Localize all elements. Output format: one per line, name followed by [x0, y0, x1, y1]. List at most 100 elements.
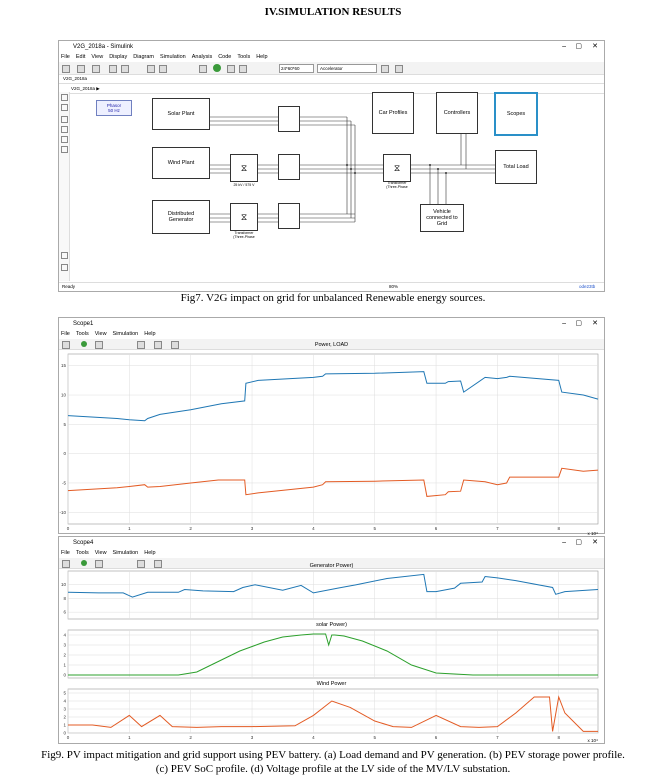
menu-help[interactable]: Help	[256, 54, 268, 60]
scope1-plot-ytick: 10	[61, 393, 67, 398]
powergui-block[interactable]: Phasor 50 Hz	[96, 100, 132, 116]
scope1-maximize-icon[interactable]: ▢	[575, 320, 582, 327]
step-forward-icon[interactable]	[227, 65, 235, 73]
run-icon[interactable]	[213, 64, 221, 72]
menu-code[interactable]: Code	[218, 54, 232, 60]
scope1-menu-file[interactable]: File	[61, 331, 70, 337]
transformer-wind-block[interactable]: ⧖	[230, 154, 258, 182]
scope4-wind-plot-ytick: 2	[63, 715, 66, 720]
stop-icon[interactable]	[239, 65, 247, 73]
scope1-settings-icon[interactable]	[62, 341, 70, 349]
status-zoom: 80%	[389, 284, 399, 289]
camera-icon[interactable]	[61, 252, 68, 259]
scope1-plot-title: Power, LOAD	[314, 342, 349, 348]
save-icon[interactable]	[92, 65, 100, 73]
scope4-wind-plot-xtick: 5	[373, 735, 376, 740]
arrow-icon[interactable]	[61, 116, 68, 123]
menu-file[interactable]: File	[61, 54, 70, 60]
breaker-solar-block[interactable]	[278, 106, 300, 132]
scope4-wind-plot-ytick: 1	[63, 723, 66, 728]
scope1-window-title: Scope1	[73, 321, 94, 327]
total-load-block[interactable]: Total Load	[495, 150, 537, 184]
scope4-menu-tools[interactable]: Tools	[75, 550, 89, 556]
scope1-plot-series-1	[67, 467, 599, 497]
hide-icon[interactable]	[61, 264, 68, 271]
section-heading: IV.SIMULATION RESULTS	[264, 6, 402, 18]
scope1-plot-ytick: -10	[59, 510, 66, 515]
distributed-generator-block[interactable]: Distributed Generator	[152, 200, 210, 234]
menu-edit[interactable]: Edit	[75, 54, 86, 60]
scope4-wind-plot-xtick: 3	[251, 735, 254, 740]
controllers-block[interactable]: Controllers	[436, 92, 478, 134]
scope1-autoscale-icon[interactable]	[154, 341, 162, 349]
scope4-zoom-icon[interactable]	[137, 560, 145, 568]
status-solver[interactable]: ode23tb	[579, 284, 596, 289]
scope4-menu-help[interactable]: Help	[144, 550, 156, 556]
sim-mode-select[interactable]: Accelerator	[317, 64, 377, 73]
minimize-icon[interactable]: –	[562, 43, 566, 50]
breadcrumb[interactable]: V2G_2018a	[71, 86, 96, 91]
close-icon[interactable]: ✕	[592, 43, 598, 50]
scope4-menu-simulation[interactable]: Simulation	[112, 550, 139, 556]
scope4-run-icon[interactable]	[81, 560, 87, 566]
zoom-in-icon[interactable]	[61, 94, 68, 101]
debug-icon[interactable]	[381, 65, 389, 73]
build-icon[interactable]	[395, 65, 403, 73]
car-profiles-label: Car Profiles	[378, 110, 408, 116]
powergui-mode-label: Phasor	[106, 103, 122, 108]
scope1-zoom-icon[interactable]	[137, 341, 145, 349]
transformer-lv-block[interactable]: ⧖	[383, 154, 411, 182]
new-model-icon[interactable]	[62, 65, 70, 73]
scope1-menu-tools[interactable]: Tools	[75, 331, 89, 337]
scope1-menu-help[interactable]: Help	[144, 331, 156, 337]
scope1-plot-series-0	[67, 371, 599, 422]
solar-plant-block[interactable]: Solar Plant	[152, 98, 210, 130]
model-tab[interactable]: V2G_2018a	[63, 76, 88, 81]
scope4-minimize-icon[interactable]: –	[562, 539, 566, 546]
menu-diagram[interactable]: Diagram	[133, 54, 155, 60]
redo-icon[interactable]	[121, 65, 129, 73]
stop-time-field[interactable]: 24*60*60	[279, 64, 314, 73]
scope4-solar-plot-ytick: 2	[63, 653, 66, 658]
menu-tools[interactable]: Tools	[237, 54, 251, 60]
breaker-wind-block[interactable]	[278, 154, 300, 180]
breadcrumb-bar: V2G_2018a ▶	[59, 84, 604, 94]
scope4-autoscale-icon[interactable]	[154, 560, 162, 568]
undo-icon[interactable]	[109, 65, 117, 73]
scope1-close-icon[interactable]: ✕	[592, 320, 598, 327]
fig9-caption-line1: Fig9. PV impact mitigation and grid supp…	[41, 749, 625, 761]
vehicle-grid-block[interactable]: Vehicle connected to Grid	[420, 204, 464, 232]
open-icon[interactable]	[77, 65, 85, 73]
scope1-plot-xtick: 0	[67, 526, 70, 531]
image-icon[interactable]	[61, 136, 68, 143]
scope4-menu-file[interactable]: File	[61, 550, 70, 556]
scope1-cursor-icon[interactable]	[171, 341, 179, 349]
scope4-settings-icon[interactable]	[62, 560, 70, 568]
breaker-dg-block[interactable]	[278, 203, 300, 229]
model-config-icon[interactable]	[159, 65, 167, 73]
area-icon[interactable]	[61, 146, 68, 153]
model-canvas[interactable]: Phasor 50 Hz Solar Plant Wind Plant Dist…	[70, 92, 602, 281]
car-profiles-block[interactable]: Car Profiles	[372, 92, 414, 134]
scope4-maximize-icon[interactable]: ▢	[575, 539, 582, 546]
menu-analysis[interactable]: Analysis	[191, 54, 213, 60]
library-icon[interactable]	[147, 65, 155, 73]
scope1-minimize-icon[interactable]: –	[562, 320, 566, 327]
wind-plant-block[interactable]: Wind Plant	[152, 147, 210, 179]
fit-view-icon[interactable]	[61, 104, 68, 111]
annotation-icon[interactable]	[61, 126, 68, 133]
menu-simulation[interactable]: Simulation	[160, 54, 186, 60]
scope4-close-icon[interactable]: ✕	[592, 539, 598, 546]
step-back-icon[interactable]	[199, 65, 207, 73]
menu-view[interactable]: View	[91, 54, 104, 60]
scope1-menu-simulation[interactable]: Simulation	[112, 331, 139, 337]
scope1-menu-view[interactable]: View	[94, 331, 107, 337]
scope4-menu-view[interactable]: View	[94, 550, 107, 556]
scope4-stop-icon[interactable]	[95, 560, 103, 568]
transformer-dg-block[interactable]: ⧖	[230, 203, 258, 231]
menu-display[interactable]: Display	[109, 54, 128, 60]
scopes-block[interactable]: Scopes	[494, 92, 538, 136]
scope1-stop-icon[interactable]	[95, 341, 103, 349]
maximize-icon[interactable]: ▢	[575, 43, 582, 50]
scope1-run-icon[interactable]	[81, 341, 87, 347]
